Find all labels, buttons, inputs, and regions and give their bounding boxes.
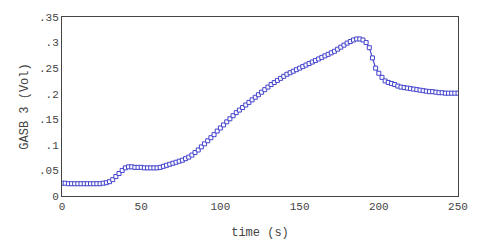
- svg-text:100: 100: [210, 201, 230, 213]
- svg-text:.2: .2: [46, 89, 59, 101]
- svg-text:250: 250: [448, 201, 468, 213]
- svg-text:.35: .35: [39, 12, 59, 24]
- svg-text:.3: .3: [46, 37, 59, 49]
- svg-text:.25: .25: [39, 63, 59, 75]
- svg-text:.1: .1: [46, 140, 60, 152]
- svg-text:.15: .15: [39, 114, 59, 126]
- svg-text:0: 0: [59, 201, 66, 213]
- svg-text:GASB 3 (Vol): GASB 3 (Vol): [18, 63, 32, 149]
- svg-text:50: 50: [135, 201, 148, 213]
- svg-text:time (s): time (s): [231, 226, 289, 240]
- svg-text:.05: .05: [39, 165, 59, 177]
- svg-text:0: 0: [52, 191, 59, 203]
- svg-text:200: 200: [369, 201, 389, 213]
- svg-text:150: 150: [290, 201, 310, 213]
